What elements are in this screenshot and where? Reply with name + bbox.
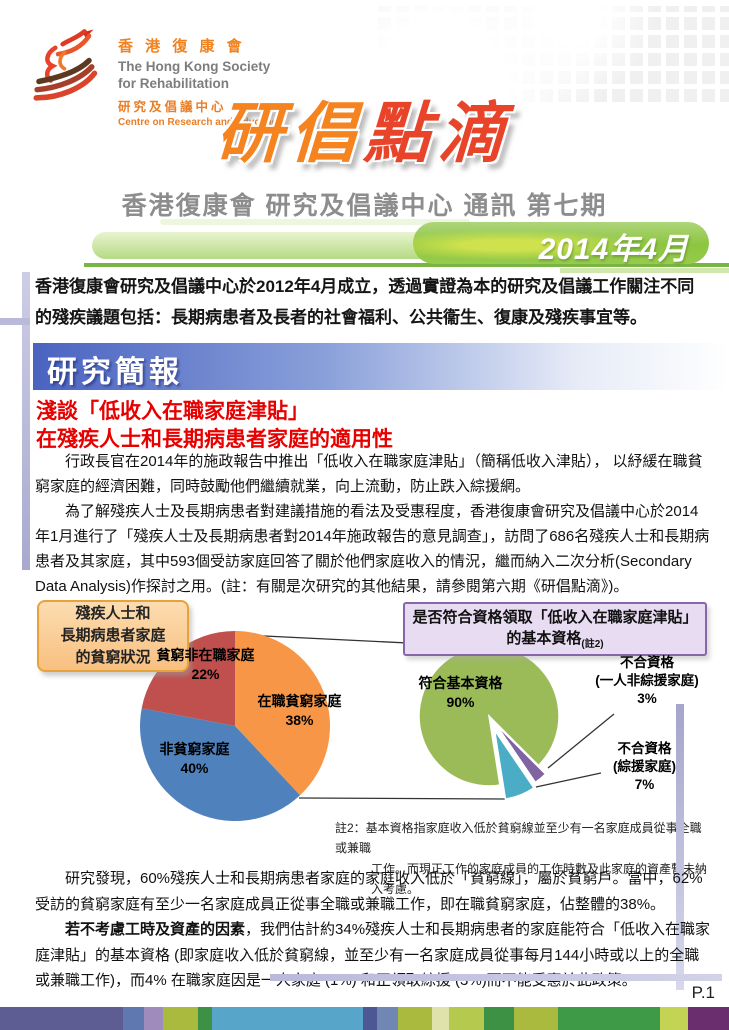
footer-strip-segment bbox=[484, 1007, 514, 1030]
footer-strip-segment bbox=[449, 1007, 484, 1030]
footer-strip-segment bbox=[377, 1007, 398, 1030]
footer-strip-segment bbox=[212, 1007, 363, 1030]
pie-label-poor-nonworking: 貧窮非在職家庭 22% bbox=[156, 647, 255, 682]
section-banner: 研究簡報 bbox=[33, 343, 729, 390]
right-pie-caption-box: 是否符合資格領取「低收入在職家庭津貼」 的基本資格(註2) bbox=[403, 602, 707, 656]
pie-label-eligible: 符合基本資格 90% bbox=[418, 675, 503, 710]
pie-charts-canvas bbox=[140, 631, 615, 821]
footer-strip-segment bbox=[163, 1007, 198, 1030]
footer-strip-segment bbox=[0, 1007, 123, 1030]
pie-chart-eligibility bbox=[418, 645, 560, 800]
zoom-connector-bottom bbox=[298, 797, 506, 800]
footer-strip-segment bbox=[688, 1007, 729, 1030]
paragraph-4: 若不考慮工時及資產的因素，我們估計約34%殘疾人士和長期病患者的家庭能符合「低收… bbox=[35, 917, 713, 994]
pie-label-working-poor: 在職貧窮家庭 38% bbox=[257, 693, 342, 728]
article-heading: 淺談「低收入在職家庭津貼」 在殘疾人士和長期病患者家庭的適用性 bbox=[36, 398, 393, 455]
newsletter-title: 研倡點滴 bbox=[0, 96, 729, 170]
footer-strip-segment bbox=[363, 1007, 377, 1030]
left-caption-line2: 長期病患者家庭 bbox=[60, 627, 166, 645]
paragraph-1: 行政長官在2014年的施政報告中推出「低收入在職家庭津貼」（簡稱低收入津貼）， … bbox=[35, 453, 703, 495]
pie-label-ineligible-cssa: 不合資格 (綜援家庭) 7% bbox=[613, 741, 676, 793]
article-heading-line2: 在殘疾人士和長期病患者家庭的適用性 bbox=[36, 428, 393, 452]
left-caption-line1: 殘疾人士和 bbox=[75, 605, 151, 623]
paragraph-4-bold: 若不考慮工時及資產的因素 bbox=[65, 921, 246, 938]
org-name-en-line1: The Hong Kong Society bbox=[118, 59, 271, 74]
footer-color-strip bbox=[0, 1007, 729, 1030]
leader-line-7pct bbox=[535, 772, 602, 788]
intro-paragraph: 香港復康會研究及倡議中心於2012年4月成立，透過實證為本的研究及倡議工作關注不… bbox=[35, 277, 695, 327]
pie-slice bbox=[141, 631, 235, 726]
leader-line-3pct bbox=[547, 713, 615, 769]
pie-slice bbox=[493, 729, 535, 800]
pie-slice bbox=[495, 723, 547, 784]
org-name-zh: 香 港 復 康 會 bbox=[118, 38, 246, 55]
footer-strip-segment bbox=[558, 1007, 660, 1030]
ribbon-streak bbox=[160, 219, 470, 225]
brand-block: 香 港 復 康 會 The Hong Kong Society for Reha… bbox=[118, 38, 283, 129]
footer-strip-segment bbox=[144, 1007, 163, 1030]
right-caption-line2: 的基本資格(註2) bbox=[506, 628, 603, 652]
page-number: P.1 bbox=[691, 983, 715, 1002]
section-title: 研究簡報 bbox=[47, 356, 183, 389]
left-pie-caption-box: 殘疾人士和 長期病患者家庭 的貧窮狀況 bbox=[37, 600, 189, 672]
ribbon-tail bbox=[560, 268, 729, 273]
left-caption-line3: 的貧窮狀況 bbox=[75, 648, 151, 666]
footer-strip-segment bbox=[123, 1007, 144, 1030]
issue-date-ribbon: 2014年4月 bbox=[0, 219, 729, 275]
right-caption-line2-text: 的基本資格 bbox=[506, 629, 582, 647]
footer-strip-segment bbox=[514, 1007, 558, 1030]
centre-name-en: Centre on Research and Advocacy bbox=[118, 116, 283, 128]
footer-rule bbox=[270, 974, 722, 981]
issue-date: 2014年4月 bbox=[538, 233, 689, 266]
background-mosaic-pattern bbox=[378, 6, 729, 102]
pie-label-ineligible-single: 不合資格 (一人非綜援家庭) 3% bbox=[595, 655, 699, 707]
right-caption-note-ref: (註2) bbox=[581, 638, 604, 650]
pie-slice bbox=[235, 631, 330, 796]
footer-strip-segment bbox=[198, 1007, 212, 1030]
pie-slice bbox=[140, 708, 301, 821]
article-heading-line1: 淺談「低收入在職家庭津貼」 bbox=[36, 400, 309, 423]
right-caption-line1: 是否符合資格領取「低收入在職家庭津貼」 bbox=[412, 608, 698, 626]
phoenix-logo-icon bbox=[33, 29, 98, 101]
pie-chart-poverty bbox=[140, 631, 330, 821]
left-accent-bar bbox=[22, 272, 30, 570]
paragraph-2: 為了解殘疾人士及長期病患者對建議措施的看法及受惠程度，香港復康會研究及倡議中心於… bbox=[35, 503, 710, 595]
footer-strip-segment bbox=[398, 1007, 432, 1030]
newsletter-title-part1: 研倡 bbox=[214, 96, 367, 170]
footer-strip-segment bbox=[432, 1007, 449, 1030]
right-accent-bar bbox=[676, 704, 684, 990]
pie-slice bbox=[418, 645, 560, 787]
newsletter-subtitle: 香港復康會 研究及倡議中心 通訊 第七期 bbox=[121, 192, 608, 220]
pie-figure: 殘疾人士和 長期病患者家庭 的貧窮狀況 是否符合資格領取「低收入在職家庭津貼」 … bbox=[0, 590, 729, 896]
article-body-top: 行政長官在2014年的施政報告中推出「低收入在職家庭津貼」（簡稱低收入津貼）， … bbox=[35, 449, 713, 599]
footnote-2: 註2：基本資格指家庭收入低於貧窮線並至少有一名家庭成員從事全職或兼職 工作。而現… bbox=[335, 821, 708, 897]
paragraph-3: 研究發現，60%殘疾人士和長期病患者家庭的家庭收入低於「貧窮線」，屬於貧窮戶。當… bbox=[35, 870, 703, 913]
ribbon-capsule-dark bbox=[413, 222, 709, 264]
pie-label-nonpoor: 非貧窮家庭 40% bbox=[159, 741, 230, 776]
ribbon-underline bbox=[84, 263, 729, 267]
centre-name-zh: 研究及倡議中心 bbox=[118, 99, 227, 114]
org-name-en-line2: for Rehabilitation bbox=[118, 75, 229, 91]
left-accent-tick bbox=[0, 318, 30, 325]
footer-strip-segment bbox=[660, 1007, 688, 1030]
newsletter-title-part2: 點滴 bbox=[362, 96, 515, 170]
